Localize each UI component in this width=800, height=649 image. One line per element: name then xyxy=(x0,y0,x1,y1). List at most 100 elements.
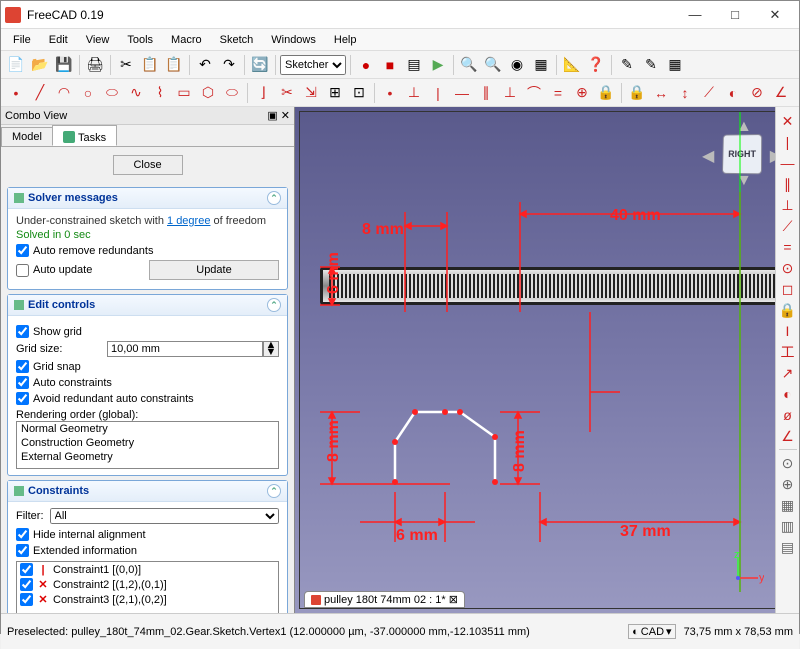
edit-header[interactable]: Edit controls⌃ xyxy=(8,295,287,316)
vt-del-icon[interactable]: ▤ xyxy=(778,537,798,557)
menu-tools[interactable]: Tools xyxy=(119,32,161,48)
show-grid-chk[interactable] xyxy=(16,325,29,338)
minimize-button[interactable]: — xyxy=(675,2,715,28)
copy-icon[interactable]: 📋 xyxy=(139,54,161,76)
vt-copy-icon[interactable]: ▥ xyxy=(778,516,798,536)
tab-tasks[interactable]: Tasks xyxy=(52,125,117,146)
nav-down-icon[interactable]: ▼ xyxy=(736,172,752,190)
vt-vdist-icon[interactable]: 工 xyxy=(778,342,798,362)
help-icon[interactable]: ❓ xyxy=(585,54,607,76)
update-button[interactable]: Update xyxy=(149,260,279,280)
line-icon[interactable]: ╱ xyxy=(29,82,51,104)
tab-model[interactable]: Model xyxy=(1,127,53,146)
workbench-selector[interactable]: Sketcher xyxy=(280,55,346,75)
task-close-button[interactable]: Close xyxy=(113,155,183,175)
grid-size-input[interactable] xyxy=(107,341,263,357)
ext-icon[interactable]: ⇲ xyxy=(300,82,322,104)
undo-icon[interactable]: ↶ xyxy=(194,54,216,76)
vt-para-icon[interactable]: ∥ xyxy=(778,174,798,194)
filter-select[interactable]: All xyxy=(50,508,280,524)
constraint-item[interactable]: ✕Constraint3 [(2,1),(0,2)] xyxy=(17,592,278,607)
tab-close-icon[interactable]: ⊠ xyxy=(449,593,458,606)
sketch-icon[interactable]: ✎ xyxy=(616,54,638,76)
avoid-redundant-chk[interactable] xyxy=(16,392,29,405)
para-icon[interactable]: ∥ xyxy=(475,82,497,104)
circle-icon[interactable]: ○ xyxy=(77,82,99,104)
constraint-item[interactable]: ✕Constraint2 [(1,2),(0,1)] xyxy=(17,577,278,592)
nav-style[interactable]: ◐ CAD ▾ xyxy=(628,624,675,639)
collapse-icon[interactable]: ⌃ xyxy=(267,298,281,312)
save-icon[interactable]: 💾 xyxy=(53,54,75,76)
solver-header[interactable]: Solver messages⌃ xyxy=(8,188,287,209)
trim-icon[interactable]: ✂ xyxy=(276,82,298,104)
new-icon[interactable]: 📄 xyxy=(5,54,27,76)
menu-windows[interactable]: Windows xyxy=(263,32,324,48)
vt-point-icon[interactable]: ✕ xyxy=(778,111,798,131)
menu-edit[interactable]: Edit xyxy=(41,32,76,48)
ang-icon[interactable]: ∠ xyxy=(770,82,792,104)
auto-constraints-chk[interactable] xyxy=(16,376,29,389)
collapse-icon[interactable]: ⌃ xyxy=(267,191,281,205)
close-button[interactable]: ✕ xyxy=(755,2,795,28)
list-item[interactable]: Construction Geometry xyxy=(17,436,278,450)
block-icon[interactable]: 🔒 xyxy=(595,82,617,104)
play-icon[interactable]: ▶ xyxy=(427,54,449,76)
menu-file[interactable]: File xyxy=(5,32,39,48)
dof-link[interactable]: 1 degree xyxy=(167,215,210,227)
menu-view[interactable]: View xyxy=(78,32,118,48)
grid-snap-chk[interactable] xyxy=(16,360,29,373)
extended-chk[interactable] xyxy=(16,544,29,557)
sketch2-icon[interactable]: ✎ xyxy=(640,54,662,76)
auto-remove-chk[interactable] xyxy=(16,244,29,257)
vt-dist-icon[interactable]: ↗ xyxy=(778,363,798,383)
vt-perp-icon[interactable]: ⊥ xyxy=(778,195,798,215)
vt-hdist-icon[interactable]: I xyxy=(778,321,798,341)
nav-left-icon[interactable]: ◀ xyxy=(702,146,714,166)
vert-icon[interactable]: | xyxy=(427,82,449,104)
collapse-icon[interactable]: ⌃ xyxy=(267,484,281,498)
constraint-chk[interactable] xyxy=(20,578,33,591)
refresh-icon[interactable]: 🔄 xyxy=(249,54,271,76)
vt-horiz-icon[interactable]: — xyxy=(778,153,798,173)
dist-icon[interactable]: ⟋ xyxy=(698,82,720,104)
sym-icon[interactable]: ⊕ xyxy=(571,82,593,104)
rad-icon[interactable]: ◐ xyxy=(722,82,744,104)
tang-icon[interactable]: ⌒ xyxy=(523,82,545,104)
constraints-list[interactable]: |Constraint1 [(0,0)] ✕Constraint2 [(1,2)… xyxy=(16,561,279,613)
zoom-sel-icon[interactable]: 🔍 xyxy=(482,54,504,76)
horiz-icon[interactable]: — xyxy=(451,82,473,104)
redo-icon[interactable]: ↷ xyxy=(218,54,240,76)
record-icon[interactable]: ● xyxy=(355,54,377,76)
combo-close-icon[interactable]: ▣ ✕ xyxy=(267,109,290,122)
nav-cube[interactable]: ▲ ▼ ◀ ▶ RIGHT xyxy=(708,120,776,188)
menu-macro[interactable]: Macro xyxy=(163,32,210,48)
fillet-icon[interactable]: ⌋ xyxy=(252,82,274,104)
open-icon[interactable]: 📂 xyxy=(29,54,51,76)
maximize-button[interactable]: □ xyxy=(715,2,755,28)
vt-tang-icon[interactable]: ⟋ xyxy=(778,216,798,236)
gear-part[interactable] xyxy=(320,267,795,305)
ellipse-icon[interactable]: ⬭ xyxy=(101,82,123,104)
vt-clone-icon[interactable]: ▦ xyxy=(778,495,798,515)
zoom-fit-icon[interactable]: 🔍 xyxy=(458,54,480,76)
drawstyle-icon[interactable]: ◉ xyxy=(506,54,528,76)
constraint-chk[interactable] xyxy=(20,563,33,576)
macro-icon[interactable]: ▤ xyxy=(403,54,425,76)
coinc-icon[interactable]: • xyxy=(379,82,401,104)
poly-icon[interactable]: ⬡ xyxy=(197,82,219,104)
doc-tab[interactable]: pulley 180t 74mm 02 : 1*⊠ xyxy=(304,591,465,608)
print-icon[interactable]: 🖨 xyxy=(84,54,106,76)
eq-icon[interactable]: = xyxy=(547,82,569,104)
stop-icon[interactable]: ■ xyxy=(379,54,401,76)
polyline-icon[interactable]: ⌇ xyxy=(149,82,171,104)
pto-icon[interactable]: ⊥ xyxy=(403,82,425,104)
constraint-item[interactable]: |Constraint1 [(0,0)] xyxy=(17,562,278,577)
carbon-icon[interactable]: ⊞ xyxy=(324,82,346,104)
paste-icon[interactable]: 📋 xyxy=(163,54,185,76)
auto-update-chk[interactable] xyxy=(16,264,29,277)
list-item[interactable]: Normal Geometry xyxy=(17,422,278,436)
render-order-list[interactable]: Normal Geometry Construction Geometry Ex… xyxy=(16,421,279,469)
perp-icon[interactable]: ⊥ xyxy=(499,82,521,104)
sketch3-icon[interactable]: ▦ xyxy=(664,54,686,76)
point-icon[interactable]: • xyxy=(5,82,27,104)
